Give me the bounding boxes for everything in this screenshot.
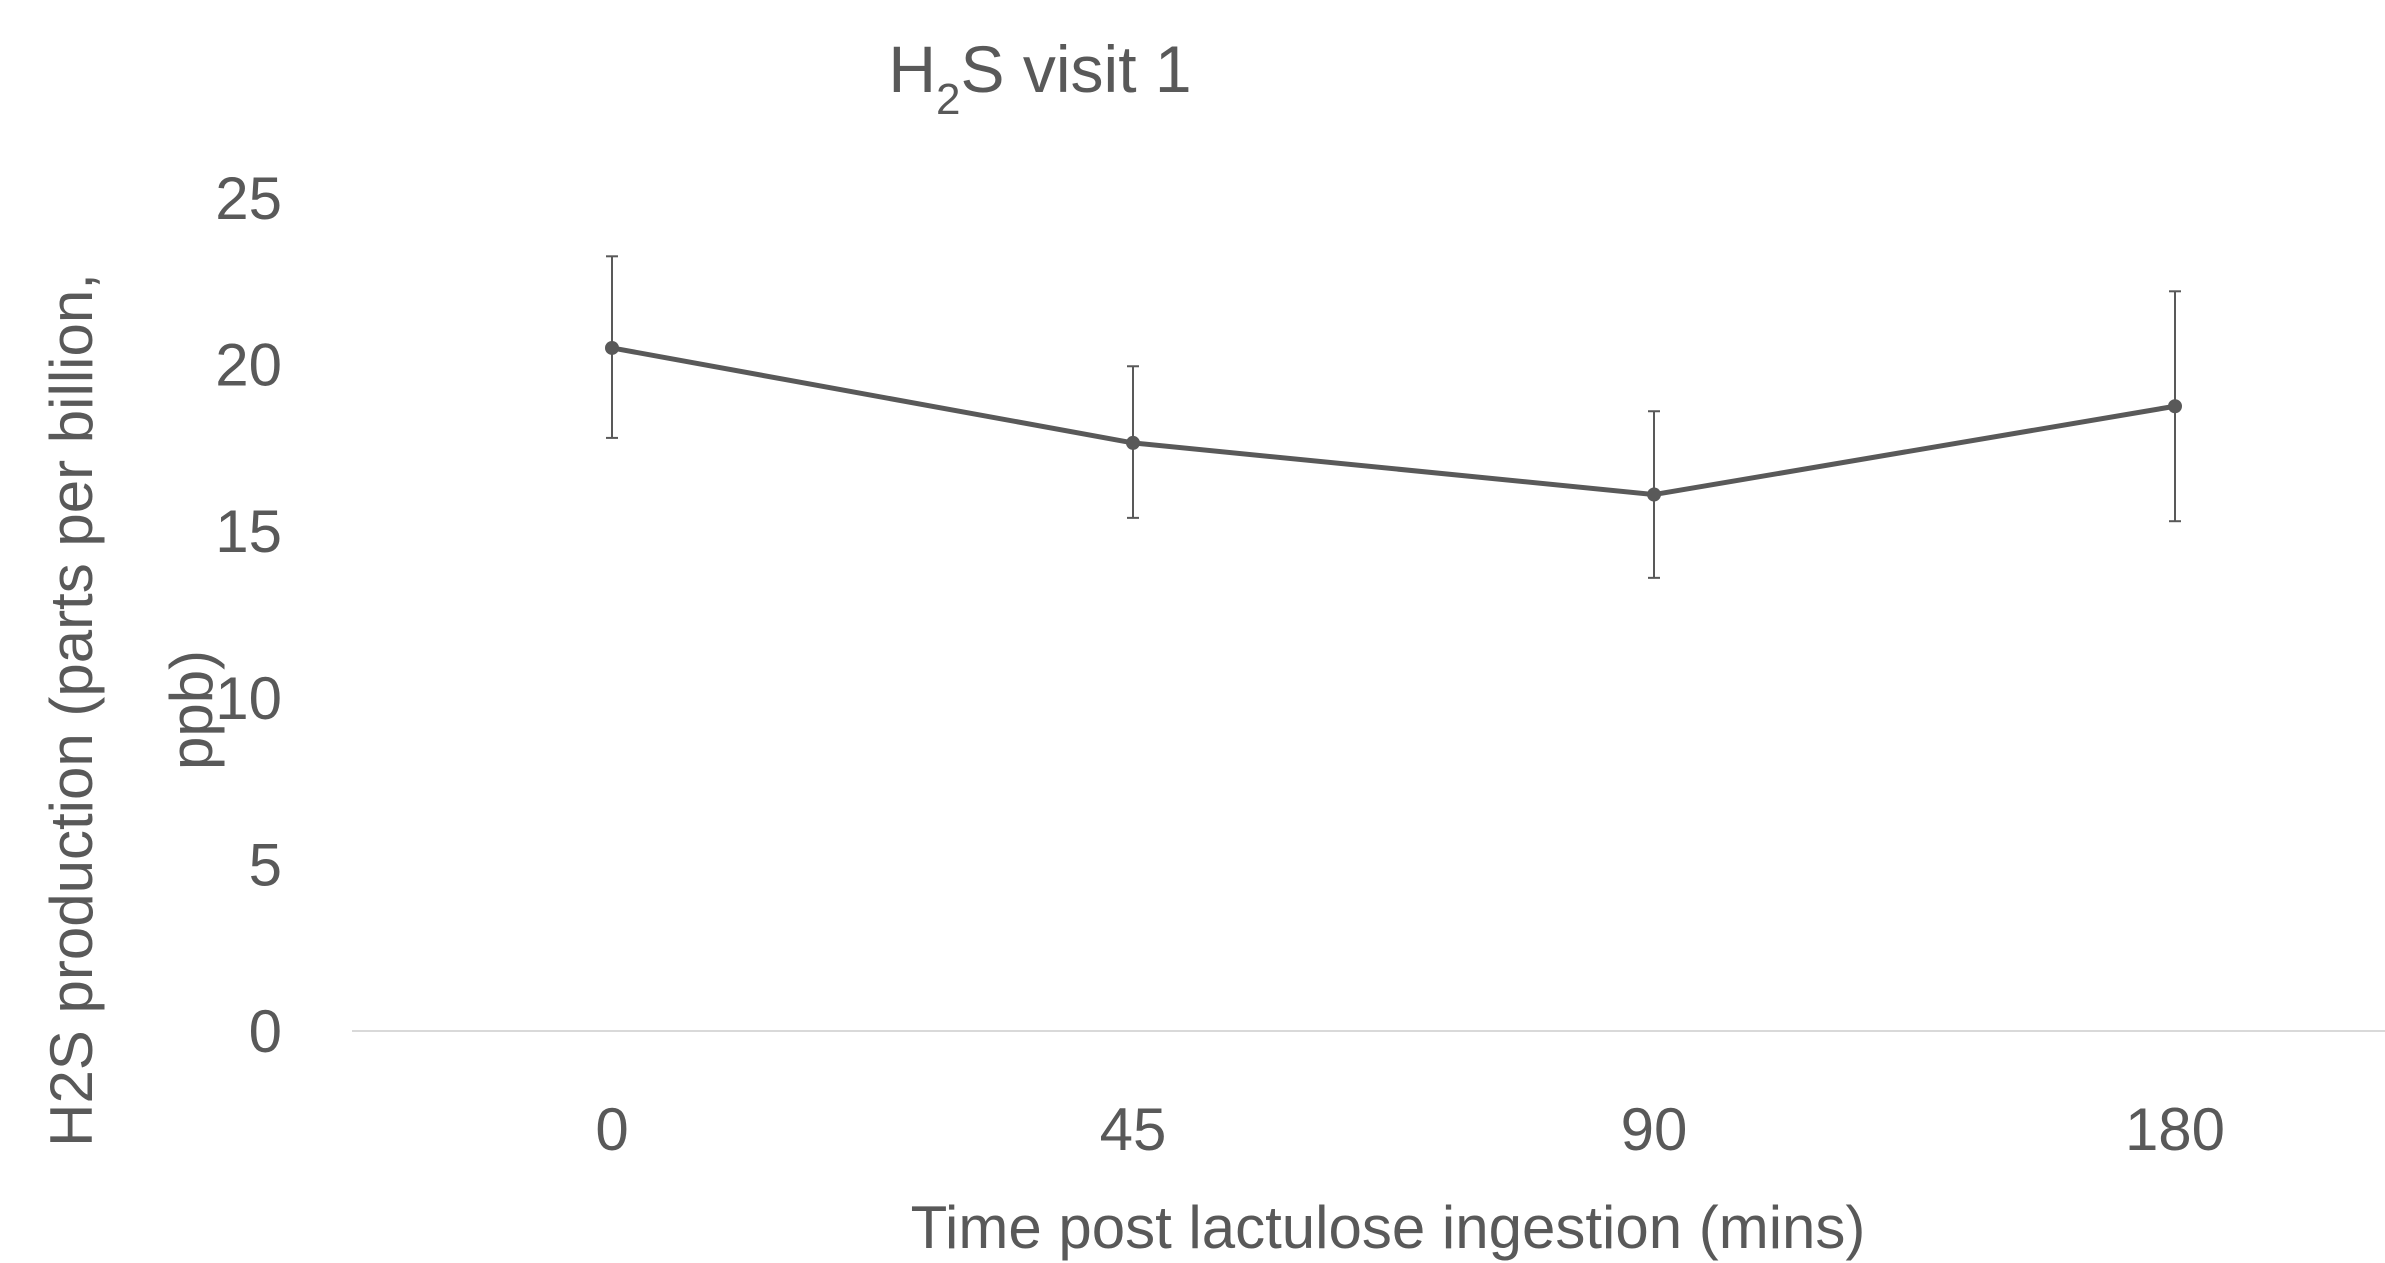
- chart-title-subscript: 2: [936, 75, 960, 124]
- y-tick-label: 15: [215, 498, 282, 565]
- chart-title: H2S visit 1: [888, 32, 1191, 124]
- error-bars: [606, 255, 2181, 579]
- data-point: [1126, 435, 1140, 450]
- y-axis-title-line-1: H2S production (parts per billion,: [38, 273, 105, 1147]
- y-tick-label: 25: [215, 165, 282, 232]
- y-axis-title-line-2: ppb): [158, 650, 225, 770]
- y-tick-label: 20: [215, 332, 282, 399]
- x-tick-labels: 0 45 90 180: [595, 1096, 2225, 1163]
- y-tick-label: 5: [249, 831, 282, 898]
- series-group: [605, 340, 2182, 502]
- y-axis-title: H2S production (parts per billion, ppb): [38, 273, 225, 1147]
- y-tick-label: 10: [215, 665, 282, 732]
- data-point: [605, 340, 619, 355]
- y-tick-label: 0: [249, 998, 282, 1065]
- y-tick-labels: 0 5 10 15 20 25: [215, 165, 282, 1065]
- x-tick-label: 180: [2125, 1096, 2225, 1163]
- x-axis-title: Time post lactulose ingestion (mins): [911, 1194, 1866, 1261]
- data-point: [1647, 487, 1661, 502]
- x-tick-label: 45: [1100, 1096, 1167, 1163]
- x-tick-label: 90: [1621, 1096, 1688, 1163]
- chart-title-main: H: [888, 32, 936, 106]
- series-line: [611, 345, 2176, 498]
- x-tick-label: 0: [595, 1096, 628, 1163]
- data-point: [2168, 399, 2182, 414]
- chart-title-rest: S visit 1: [961, 32, 1192, 106]
